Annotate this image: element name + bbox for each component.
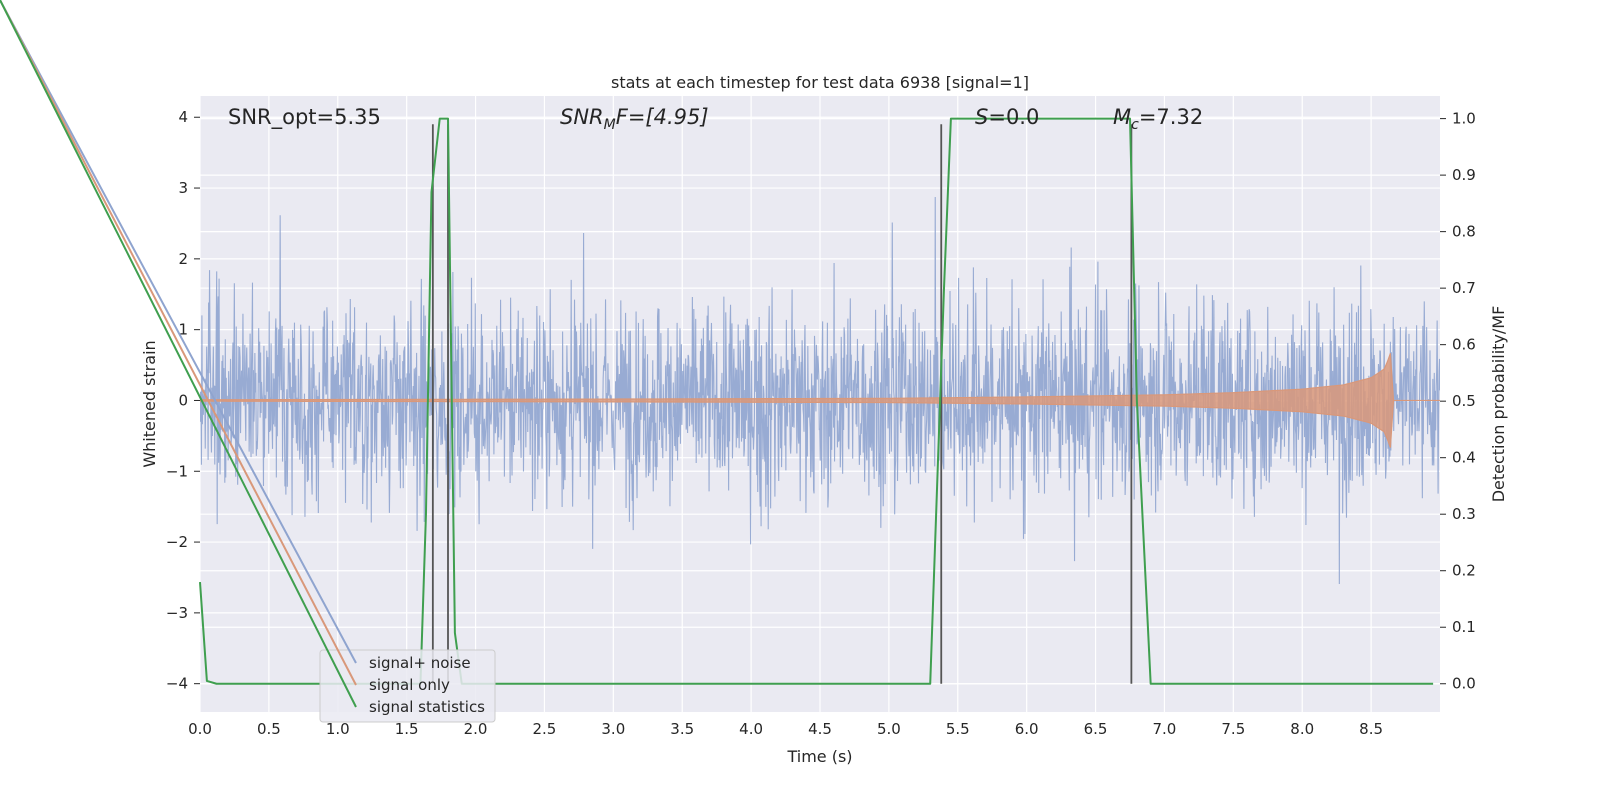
y2-axis-ticks: 0.0 0.1 0.2 0.3 0.4 0.5 0.6 0.7 0.8 0.9 1.0 [1440, 110, 1476, 693]
y-tick-label: 2 [178, 250, 188, 268]
annotation-snr-mf-main: SNR [560, 105, 604, 129]
annotation-mc-sub: c [1131, 117, 1139, 133]
x-tick-label: 1.5 [395, 720, 419, 738]
annotation-s: S=0.0 [975, 105, 1039, 129]
x-tick-label: 6.0 [1015, 720, 1039, 738]
legend-label-signal-noise: signal+ noise [369, 654, 471, 672]
signal-only-envelope [200, 353, 1440, 448]
x-tick-label: 6.5 [1084, 720, 1108, 738]
legend-swatch-signal-statistics [0, 0, 357, 708]
legend-label-signal-only: signal only [369, 676, 450, 694]
y2-tick-label: 0.6 [1452, 336, 1476, 354]
x-tick-label: 4.5 [808, 720, 832, 738]
x-tick-label: 0.5 [257, 720, 281, 738]
series-signal-only [200, 353, 1440, 448]
legend-swatch-signal-noise [0, 0, 357, 664]
annotation-s-value: =0.0 [988, 105, 1039, 129]
annotation-mc: Mc=7.32 [1113, 105, 1203, 133]
x-tick-label: 3.5 [670, 720, 694, 738]
x-tick-label: 2.0 [464, 720, 488, 738]
x-tick-label: 5.5 [946, 720, 970, 738]
y-axis-ticks: −4 −3 −2 −1 0 1 2 3 4 [166, 108, 200, 693]
legend-label-signal-statistics: signal statistics [369, 698, 485, 716]
chart-title: stats at each timestep for test data 693… [611, 73, 1029, 92]
x-tick-label: 5.0 [877, 720, 901, 738]
y-tick-label: −4 [166, 675, 188, 693]
grid [199, 96, 1440, 712]
y2-tick-label: 0.0 [1452, 675, 1476, 693]
annotation-mc-value: =7.32 [1139, 105, 1203, 129]
signal-noise-line [200, 196, 1440, 584]
annotation-snr-opt: SNR_opt=5.35 [228, 105, 381, 130]
y-tick-label: 1 [178, 321, 188, 339]
vertical-markers [431, 124, 1133, 684]
x-tick-label: 0.0 [188, 720, 212, 738]
x-tick-label: 7.0 [1153, 720, 1177, 738]
y2-tick-label: 0.5 [1452, 392, 1476, 410]
legend: signal+ noise signal only signal statist… [0, 0, 496, 723]
x-axis-label: Time (s) [786, 747, 852, 766]
y2-tick-label: 1.0 [1452, 110, 1476, 128]
x-tick-label: 7.5 [1221, 720, 1245, 738]
x-tick-label: 8.5 [1359, 720, 1383, 738]
y2-tick-label: 0.2 [1452, 562, 1476, 580]
y2-tick-label: 0.1 [1452, 618, 1476, 636]
y2-tick-label: 0.9 [1452, 166, 1476, 184]
x-tick-label: 2.5 [533, 720, 557, 738]
x-tick-label: 3.0 [601, 720, 625, 738]
x-tick-label: 1.0 [326, 720, 350, 738]
y-tick-label: 4 [178, 108, 188, 126]
y2-axis-label: Detection probability/MF [1489, 306, 1508, 503]
x-axis-ticks: 0.0 0.5 1.0 1.5 2.0 2.5 3.0 3.5 4.0 4.5 5.0 5.5 6.0 6… [188, 720, 1383, 738]
series-signal-noise [200, 196, 1440, 584]
legend-swatch-signal-only [0, 0, 357, 686]
y-tick-label: 3 [178, 179, 188, 197]
y-tick-label: −3 [166, 604, 188, 622]
y-tick-label: 0 [178, 391, 188, 409]
annotation-snr-mf-sub: M [604, 117, 616, 133]
y-tick-label: −2 [166, 533, 188, 551]
legend-box [319, 649, 496, 723]
x-tick-label: 4.0 [739, 720, 763, 738]
annotation-s-symbol: S [975, 105, 988, 129]
y2-tick-label: 0.8 [1452, 223, 1476, 241]
x-tick-label: 8.0 [1290, 720, 1314, 738]
annotation-snr-mf: SNRMF=[4.95] [560, 105, 709, 133]
annotation-snr-mf-rest: F=[4.95] [616, 105, 709, 129]
y-axis-label: Whitened strain [140, 340, 159, 467]
y-tick-label: −1 [166, 462, 188, 480]
y2-tick-label: 0.3 [1452, 505, 1476, 523]
y2-tick-label: 0.4 [1452, 449, 1476, 467]
y2-tick-label: 0.7 [1452, 279, 1476, 297]
annotation-mc-symbol: M [1113, 105, 1131, 129]
